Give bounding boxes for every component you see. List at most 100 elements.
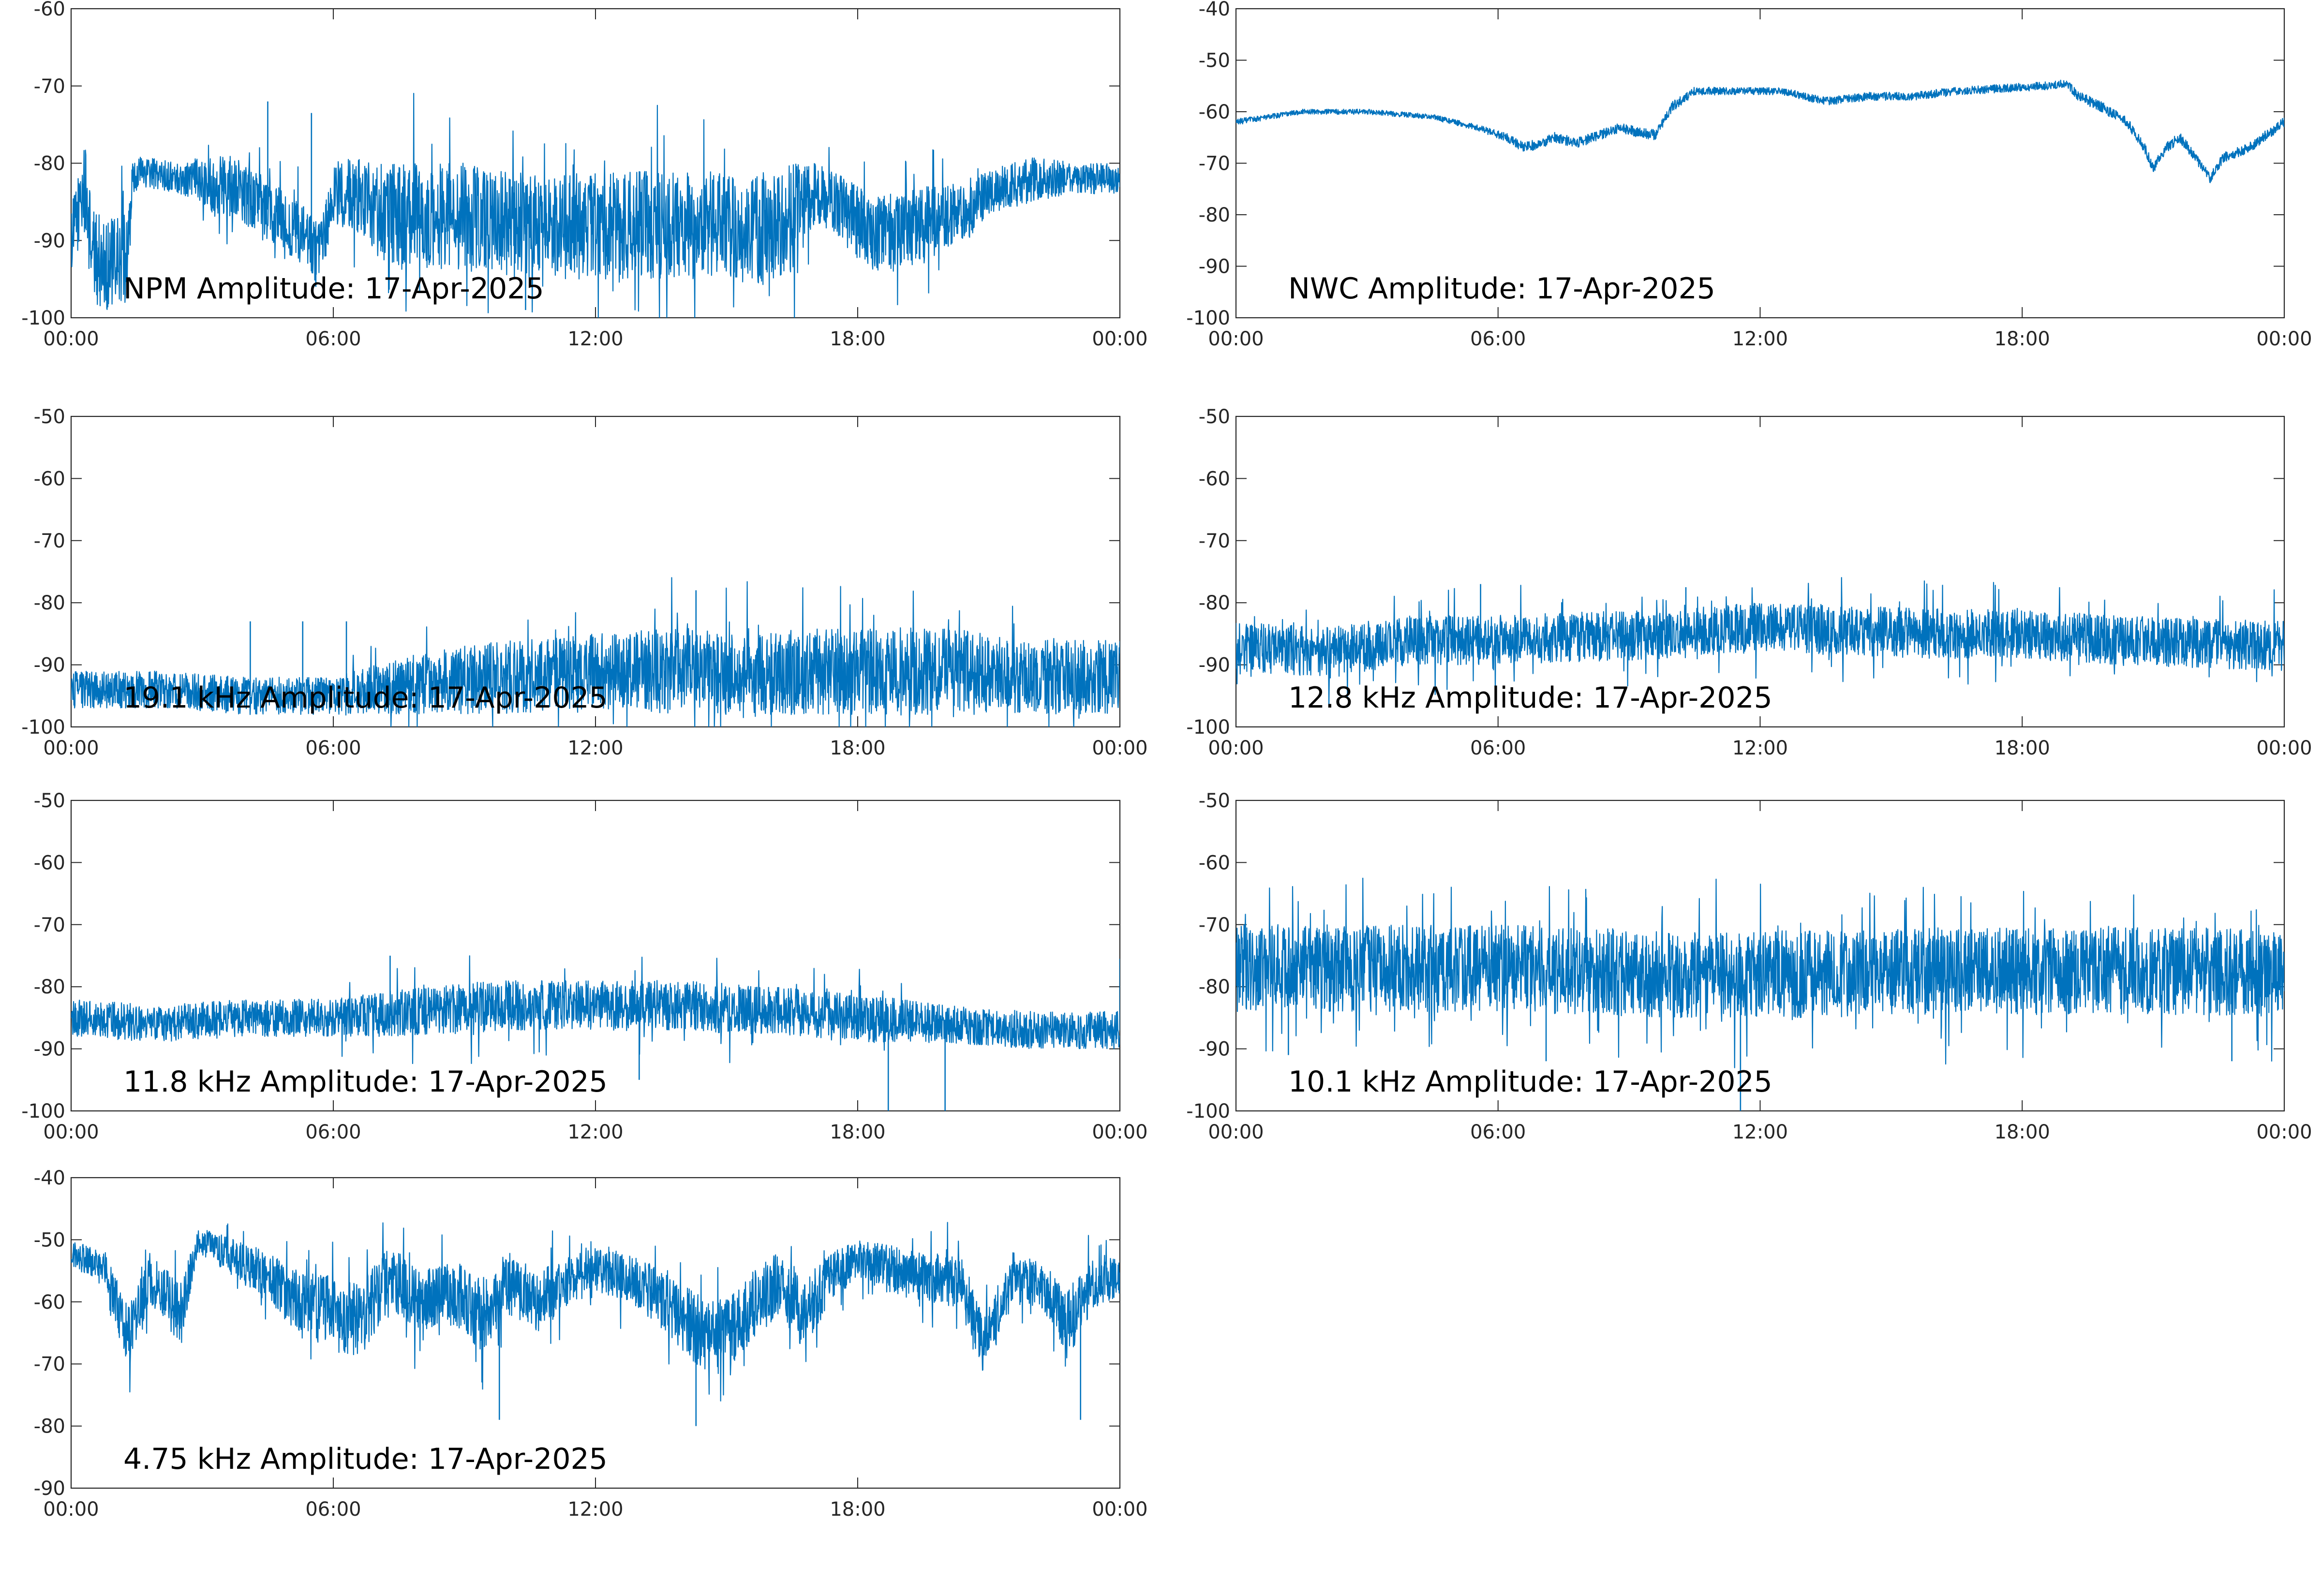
x-tick-label: 00:00 [1092, 1498, 1147, 1521]
y-tick-label: -90 [1199, 654, 1230, 677]
series-line [1236, 577, 2284, 708]
x-tick-label: 00:00 [2256, 328, 2312, 350]
y-tick-label: -60 [1199, 468, 1230, 490]
y-tick-label: -50 [1199, 790, 1230, 812]
x-tick-label: 18:00 [1995, 737, 2050, 759]
x-tick-label: 06:00 [305, 1498, 361, 1521]
axes-box [70, 1177, 1121, 1489]
series-line [71, 955, 1120, 1064]
x-tick-label: 00:00 [43, 1121, 99, 1143]
y-tick-label: -60 [34, 852, 65, 874]
x-tick-label: 00:00 [2256, 1121, 2312, 1143]
y-tick-label: -40 [1199, 0, 1230, 20]
y-tick-label: -100 [21, 307, 65, 329]
panel-title: 11.8 kHz Amplitude: 17-Apr-2025 [123, 1065, 608, 1099]
x-tick-label: 00:00 [1092, 737, 1147, 759]
x-tick-label: 18:00 [1995, 328, 2050, 350]
x-tick-label: 06:00 [1470, 328, 1526, 350]
panel-title: NWC Amplitude: 17-Apr-2025 [1288, 272, 1715, 306]
x-tick-label: 06:00 [1470, 1121, 1526, 1143]
panel-npm: -100 -90 -80 -70 -60 00:00 06:00 12:00 18:00 00:0… [21, 0, 1147, 350]
x-tick-label: 00:00 [1208, 1121, 1264, 1143]
x-tick-label: 00:00 [1208, 737, 1264, 759]
y-tick-label: -60 [34, 0, 65, 20]
panel-title: 4.75 kHz Amplitude: 17-Apr-2025 [123, 1442, 608, 1476]
series-line [1236, 79, 2284, 183]
panel-10-1khz: -100 -90 -80 -70 -60 -50 00:00 06:00 12:00 18:00 0… [1186, 790, 2312, 1143]
y-tick-label: -90 [34, 1038, 65, 1061]
y-tick-label: -70 [1199, 153, 1230, 175]
y-tick-label: -70 [1199, 914, 1230, 936]
x-tick-label: 00:00 [43, 328, 99, 350]
x-tick-label: 12:00 [567, 737, 623, 759]
panel-4-75khz: -90 -80 -70 -60 -50 -40 00:00 06:00 12:00 18:00 00… [34, 1167, 1148, 1521]
y-tick-label: -40 [34, 1167, 65, 1189]
panel-11-8khz: -100 -90 -80 -70 -60 -50 00:00 06:00 12:00 18:00 0… [21, 790, 1147, 1143]
y-tick-label: -70 [34, 914, 65, 936]
y-tick-label: -80 [1199, 976, 1230, 998]
panel-19-1khz: -100 -90 -80 -70 -60 -50 00:00 06:00 12:00 18:00 0… [21, 406, 1147, 759]
x-tick-label: 00:00 [1208, 328, 1264, 350]
x-tick-label: 00:00 [1092, 328, 1147, 350]
x-tick-label: 12:00 [1732, 1121, 1788, 1143]
x-tick-label: 00:00 [1092, 1121, 1147, 1143]
panel-nwc: -100 -90 -80 -70 -60 -50 -40 00:00 06:00 12:00 18:… [1186, 0, 2312, 350]
y-tick-label: -50 [1199, 406, 1230, 428]
x-tick-label: 18:00 [830, 328, 885, 350]
x-tick-label: 12:00 [1732, 737, 1788, 759]
y-tick-label: -50 [1199, 50, 1230, 72]
series-line [71, 1222, 1120, 1402]
y-tick-label: -50 [34, 790, 65, 812]
x-tick-label: 06:00 [305, 1121, 361, 1143]
x-tick-label: 06:00 [1470, 737, 1526, 759]
x-tick-label: 12:00 [1732, 328, 1788, 350]
y-tick-label: -50 [34, 406, 65, 428]
x-tick-label: 00:00 [2256, 737, 2312, 759]
y-tick-label: -70 [1199, 530, 1230, 552]
y-tick-label: -80 [34, 1416, 65, 1438]
axes-box [70, 799, 1121, 1112]
y-tick-label: -60 [1199, 852, 1230, 874]
y-tick-label: -80 [1199, 204, 1230, 226]
x-tick-label: 00:00 [43, 737, 99, 759]
x-tick-label: 12:00 [567, 1121, 623, 1143]
series-line [71, 93, 1120, 318]
x-tick-label: 12:00 [567, 1498, 623, 1521]
x-tick-label: 12:00 [567, 328, 623, 350]
x-tick-label: 00:00 [43, 1498, 99, 1521]
axes-box [1235, 415, 2285, 728]
panel-title: NPM Amplitude: 17-Apr-2025 [123, 272, 544, 306]
x-tick-label: 18:00 [1995, 1121, 2050, 1143]
y-tick-label: -70 [34, 1353, 65, 1375]
y-tick-label: -50 [34, 1229, 65, 1251]
y-tick-label: -80 [34, 153, 65, 175]
panel-title: 19.1 kHz Amplitude: 17-Apr-2025 [123, 681, 608, 715]
y-tick-label: -60 [34, 1291, 65, 1314]
y-tick-label: -90 [1199, 1038, 1230, 1061]
panel-12-8khz: -100 -90 -80 -70 -60 -50 00:00 06:00 12:00 18:00 0… [1186, 406, 2312, 759]
y-tick-label: -90 [34, 1478, 65, 1500]
y-tick-label: -80 [1199, 592, 1230, 614]
y-tick-label: -100 [1186, 307, 1230, 329]
panel-title: 10.1 kHz Amplitude: 17-Apr-2025 [1288, 1065, 1772, 1099]
x-tick-label: 18:00 [830, 1498, 885, 1521]
y-tick-label: -60 [1199, 101, 1230, 123]
y-tick-label: -100 [21, 716, 65, 739]
series-line [71, 577, 1120, 727]
y-tick-label: -100 [21, 1100, 65, 1123]
x-tick-label: 06:00 [305, 737, 361, 759]
y-tick-label: -80 [34, 976, 65, 998]
y-tick-label: -90 [34, 654, 65, 677]
y-tick-label: -70 [34, 75, 65, 98]
y-tick-label: -100 [1186, 1100, 1230, 1123]
x-tick-label: 06:00 [305, 328, 361, 350]
y-tick-label: -60 [34, 468, 65, 490]
y-tick-label: -90 [34, 230, 65, 252]
panel-title: 12.8 kHz Amplitude: 17-Apr-2025 [1288, 681, 1772, 715]
y-tick-label: -100 [1186, 716, 1230, 739]
x-tick-label: 18:00 [830, 737, 885, 759]
x-tick-label: 18:00 [830, 1121, 885, 1143]
y-tick-label: -80 [34, 592, 65, 614]
series-line [1236, 877, 2284, 1068]
